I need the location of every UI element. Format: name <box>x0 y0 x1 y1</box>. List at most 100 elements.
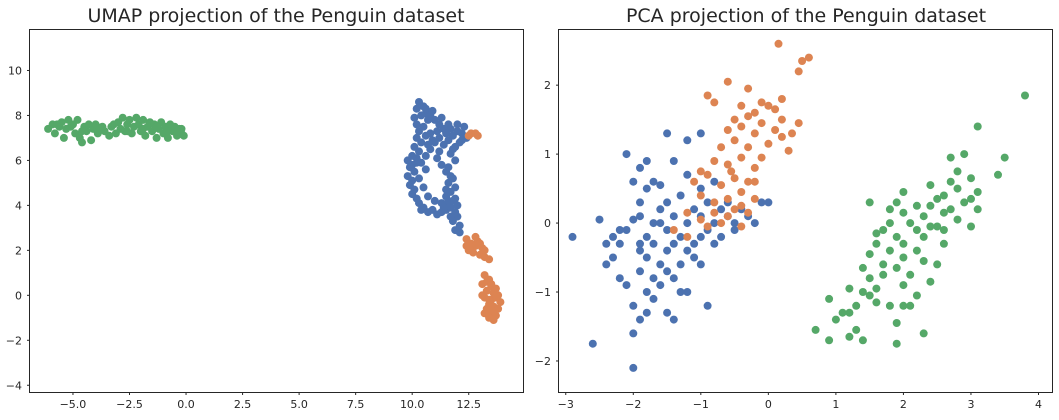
pca-point-s0-16 <box>636 212 644 221</box>
pca-chart-title: PCA projection of the Penguin dataset <box>626 5 986 27</box>
pca-point-s2-54 <box>892 319 901 327</box>
pca-point-s0-76 <box>683 136 692 145</box>
umap-point-s1-17 <box>480 246 489 255</box>
pca-point-s2-53 <box>831 315 840 324</box>
pca-point-s1-50 <box>669 226 678 234</box>
pca-point-s2-6 <box>953 167 962 176</box>
pca-point-s1-0 <box>774 39 783 48</box>
umap-point-s2-33 <box>132 113 141 122</box>
pca-point-s1-46 <box>710 208 719 217</box>
umap-point-s0-99 <box>446 172 455 181</box>
pca-point-s2-71 <box>946 205 955 214</box>
pca-point-s1-31 <box>723 160 732 169</box>
pca-point-s0-70 <box>636 239 644 248</box>
pca-point-s0-4 <box>602 260 611 269</box>
umap-point-s1-14 <box>476 239 484 248</box>
pca-point-s1-51 <box>683 232 692 241</box>
umap-point-s0-94 <box>448 145 457 154</box>
pca-point-s2-42 <box>872 284 881 293</box>
pca-point-s2-62 <box>899 281 908 290</box>
pca-point-s0-3 <box>602 239 611 248</box>
pca-point-s2-33 <box>899 253 908 262</box>
pca-chart: PCA projection of the Penguin dataset −3… <box>535 5 1053 411</box>
pca-point-s1-47 <box>723 212 732 221</box>
pca-point-s0-7 <box>609 253 617 262</box>
umap-point-s2-60 <box>109 120 118 129</box>
pca-point-s0-65 <box>764 198 773 207</box>
pca-point-s2-63 <box>879 270 888 279</box>
pca-point-s0-49 <box>696 260 705 269</box>
umap-point-s2-64 <box>163 127 172 136</box>
pca-point-s2-68 <box>858 336 867 345</box>
pca-point-s1-58 <box>777 132 786 141</box>
pca-point-s2-67 <box>892 339 901 348</box>
umap-point-s2-22 <box>105 131 114 140</box>
pca-point-s2-24 <box>885 219 894 228</box>
pca-point-s2-46 <box>885 301 894 310</box>
pca-point-s0-79 <box>629 177 638 186</box>
pca-point-s1-16 <box>757 119 766 128</box>
pca-point-s2-8 <box>967 194 975 203</box>
umap-point-s0-85 <box>444 196 453 205</box>
pca-point-s2-77 <box>872 229 881 238</box>
pca-point-s0-67 <box>676 288 685 296</box>
pca-point-s2-52 <box>825 336 834 345</box>
pca-point-s0-68 <box>663 267 672 276</box>
umap-point-s0-12 <box>417 138 426 147</box>
umap-plot-frame <box>29 29 524 393</box>
umap-point-s0-81 <box>419 183 428 192</box>
pca-point-s0-45 <box>690 253 699 262</box>
umap-points <box>44 98 505 324</box>
pca-point-s0-82 <box>683 246 692 255</box>
umap-point-s0-40 <box>455 228 464 237</box>
umap-point-s0-7 <box>412 120 421 129</box>
pca-point-s0-37 <box>676 232 685 241</box>
pca-point-s1-13 <box>771 105 780 114</box>
pca-point-s2-36 <box>926 222 935 231</box>
umap-point-s1-40 <box>485 295 494 304</box>
umap-point-s0-68 <box>437 113 446 122</box>
pca-point-s0-63 <box>750 219 759 228</box>
pca-x-tick-label-4: 1 <box>832 398 839 411</box>
pca-point-s2-64 <box>865 291 874 300</box>
umap-point-s2-59 <box>96 124 105 133</box>
umap-point-s0-80 <box>415 174 423 183</box>
pca-point-s1-44 <box>683 208 692 217</box>
pca-y-tick-label-4: 2 <box>544 79 551 92</box>
pca-point-s1-17 <box>777 115 786 124</box>
pca-y-tick-label-1: −1 <box>535 286 551 299</box>
pca-point-s0-71 <box>629 215 638 224</box>
umap-point-s0-77 <box>421 151 430 160</box>
pca-point-s0-56 <box>717 232 726 241</box>
pca-point-s0-84 <box>609 232 617 241</box>
pca-point-s2-17 <box>919 212 928 221</box>
pca-point-s0-8 <box>622 226 631 234</box>
pca-x-tick-label-5: 2 <box>900 398 907 411</box>
umap-point-s2-54 <box>179 131 188 140</box>
umap-point-s1-2 <box>471 129 480 138</box>
pca-point-s0-35 <box>669 212 678 221</box>
umap-point-s1-42 <box>480 309 489 318</box>
pca-point-s2-23 <box>899 208 908 217</box>
pca-y-ticks: −2 −1 0 1 2 <box>535 79 559 368</box>
pca-point-s1-26 <box>744 143 753 152</box>
umap-y-tick-label-7: 10 <box>8 64 22 77</box>
pca-point-s0-69 <box>649 274 658 283</box>
umap-point-s0-91 <box>433 127 442 136</box>
pca-point-s0-27 <box>656 281 665 290</box>
pca-point-s1-28 <box>784 146 793 155</box>
pca-point-s2-10 <box>960 198 969 207</box>
umap-point-s0-67 <box>428 106 437 115</box>
umap-point-s1-34 <box>489 316 498 324</box>
umap-y-tick-label-1: −2 <box>6 334 22 347</box>
umap-point-s2-61 <box>123 127 132 136</box>
umap-x-tick-label-1: −2.5 <box>116 398 143 411</box>
pca-point-s2-74 <box>899 188 908 196</box>
pca-point-s0-29 <box>656 181 665 190</box>
pca-point-s2-44 <box>852 301 861 310</box>
pca-point-s0-18 <box>642 288 651 296</box>
pca-point-s0-36 <box>669 315 678 324</box>
umap-y-tick-label-3: 2 <box>15 244 22 257</box>
umap-chart-title: UMAP projection of the Penguin dataset <box>87 5 464 27</box>
umap-point-s0-51 <box>435 147 444 156</box>
